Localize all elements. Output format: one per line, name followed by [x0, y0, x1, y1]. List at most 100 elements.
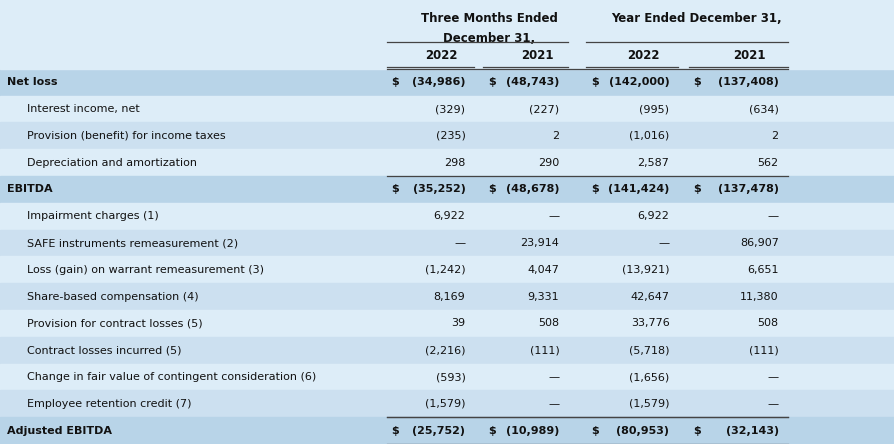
Text: Adjusted EBITDA: Adjusted EBITDA: [7, 426, 112, 436]
Text: 23,914: 23,914: [520, 238, 559, 248]
Text: $: $: [693, 184, 701, 194]
Text: 508: 508: [537, 318, 559, 329]
Text: Provision (benefit) for income taxes: Provision (benefit) for income taxes: [27, 131, 225, 141]
Bar: [0, 149, 894, 176]
Text: (111): (111): [529, 345, 559, 355]
Text: (13,921): (13,921): [621, 265, 669, 275]
Text: 6,922: 6,922: [433, 211, 465, 221]
Text: 33,776: 33,776: [630, 318, 669, 329]
Text: —: —: [548, 211, 559, 221]
Text: Provision for contract losses (5): Provision for contract losses (5): [27, 318, 202, 329]
Bar: [0, 417, 894, 444]
Text: SAFE instruments remeasurement (2): SAFE instruments remeasurement (2): [27, 238, 238, 248]
Bar: [0, 69, 894, 95]
Text: (32,143): (32,143): [725, 426, 778, 436]
Bar: [0, 176, 894, 203]
Text: (1,579): (1,579): [628, 399, 669, 409]
Text: (329): (329): [434, 104, 465, 114]
Text: (34,986): (34,986): [411, 77, 465, 87]
Text: $: $: [391, 426, 399, 436]
Bar: [0, 390, 894, 417]
Text: 2: 2: [771, 131, 778, 141]
Text: Depreciation and amortization: Depreciation and amortization: [27, 158, 197, 168]
Text: —: —: [767, 211, 778, 221]
Text: 2021: 2021: [520, 49, 552, 62]
Text: (1,579): (1,579): [425, 399, 465, 409]
Text: $: $: [487, 426, 495, 436]
Text: 562: 562: [756, 158, 778, 168]
Text: (995): (995): [638, 104, 669, 114]
Text: (5,718): (5,718): [628, 345, 669, 355]
Text: 6,651: 6,651: [746, 265, 778, 275]
Text: 42,647: 42,647: [629, 292, 669, 301]
Text: $: $: [590, 426, 598, 436]
Text: 508: 508: [756, 318, 778, 329]
Text: Year Ended December 31,: Year Ended December 31,: [611, 12, 781, 25]
Text: (80,953): (80,953): [616, 426, 669, 436]
Bar: [0, 230, 894, 257]
Text: (1,016): (1,016): [628, 131, 669, 141]
Text: 298: 298: [443, 158, 465, 168]
Text: 2: 2: [552, 131, 559, 141]
Text: 6,922: 6,922: [637, 211, 669, 221]
Text: December 31,: December 31,: [443, 32, 535, 45]
Bar: [0, 310, 894, 337]
Text: (2,216): (2,216): [425, 345, 465, 355]
Text: (593): (593): [435, 372, 465, 382]
Text: (1,656): (1,656): [628, 372, 669, 382]
Text: 2022: 2022: [627, 49, 659, 62]
Text: Impairment charges (1): Impairment charges (1): [27, 211, 158, 221]
Text: 2021: 2021: [732, 49, 765, 62]
Text: (634): (634): [748, 104, 778, 114]
Text: $: $: [693, 77, 701, 87]
Text: Share-based compensation (4): Share-based compensation (4): [27, 292, 198, 301]
Text: (227): (227): [528, 104, 559, 114]
Text: —: —: [658, 238, 669, 248]
Text: Loss (gain) on warrant remeasurement (3): Loss (gain) on warrant remeasurement (3): [27, 265, 264, 275]
Text: $: $: [693, 426, 701, 436]
Text: 4,047: 4,047: [527, 265, 559, 275]
Text: (10,989): (10,989): [505, 426, 559, 436]
Text: Interest income, net: Interest income, net: [27, 104, 139, 114]
Bar: [0, 337, 894, 364]
Text: $: $: [590, 184, 598, 194]
Bar: [0, 283, 894, 310]
Text: —: —: [767, 399, 778, 409]
Text: (137,408): (137,408): [717, 77, 778, 87]
Bar: [0, 95, 894, 123]
Bar: [0, 203, 894, 230]
Text: $: $: [391, 77, 399, 87]
Text: —: —: [767, 372, 778, 382]
Bar: [0, 364, 894, 390]
Text: 11,380: 11,380: [739, 292, 778, 301]
Text: $: $: [391, 184, 399, 194]
Text: $: $: [487, 184, 495, 194]
Text: (137,478): (137,478): [717, 184, 778, 194]
Text: Three Months Ended: Three Months Ended: [420, 12, 557, 25]
Text: (141,424): (141,424): [607, 184, 669, 194]
Text: Change in fair value of contingent consideration (6): Change in fair value of contingent consi…: [27, 372, 316, 382]
Text: 9,331: 9,331: [527, 292, 559, 301]
Text: —: —: [454, 238, 465, 248]
Text: —: —: [548, 399, 559, 409]
Bar: [0, 257, 894, 283]
Text: (1,242): (1,242): [425, 265, 465, 275]
Text: 2,587: 2,587: [637, 158, 669, 168]
Text: Net loss: Net loss: [7, 77, 57, 87]
Text: EBITDA: EBITDA: [7, 184, 53, 194]
Text: (25,752): (25,752): [412, 426, 465, 436]
Text: (111): (111): [748, 345, 778, 355]
Text: Contract losses incurred (5): Contract losses incurred (5): [27, 345, 181, 355]
Text: $: $: [487, 77, 495, 87]
Text: (48,678): (48,678): [505, 184, 559, 194]
Bar: [0, 123, 894, 149]
Text: (48,743): (48,743): [505, 77, 559, 87]
Text: 290: 290: [537, 158, 559, 168]
Text: 8,169: 8,169: [434, 292, 465, 301]
Text: (142,000): (142,000): [608, 77, 669, 87]
Bar: [0, 0, 894, 69]
Text: (235): (235): [435, 131, 465, 141]
Text: $: $: [590, 77, 598, 87]
Text: —: —: [548, 372, 559, 382]
Text: 2022: 2022: [425, 49, 458, 62]
